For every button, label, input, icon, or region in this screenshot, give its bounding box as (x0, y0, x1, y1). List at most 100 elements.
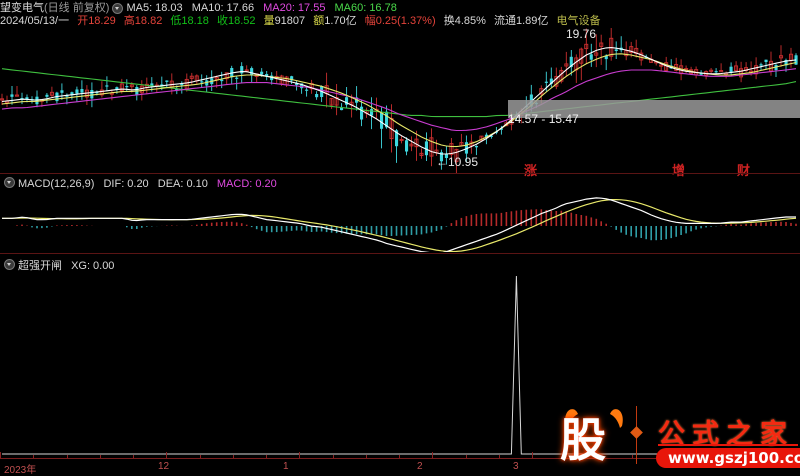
close-label: 收 (216, 15, 228, 27)
axis-tick (466, 455, 467, 458)
axis-tick (632, 455, 633, 458)
low-price-label: ←10.95 (436, 155, 479, 169)
xg-chart-panel[interactable] (0, 272, 800, 458)
period-label: (日线 前复权) (44, 2, 110, 14)
macd-macd-value: 0.20 (255, 178, 277, 190)
axis-tick (432, 452, 433, 458)
ma5-value: 18.03 (155, 2, 183, 14)
stock-name[interactable]: 望变电气 (0, 2, 44, 14)
watermark-underline (658, 444, 798, 446)
ma10-label: MA10: (191, 2, 224, 14)
open-value: 18.29 (88, 15, 116, 27)
amount-label: 额 (313, 15, 325, 27)
xg-value: 0.00 (93, 260, 115, 272)
axis-tick (565, 455, 566, 458)
axis-tick (266, 455, 267, 458)
ma60-label: MA60: (334, 2, 367, 14)
macd-dif-label: DIF: (103, 178, 125, 190)
ma20-line (1, 68, 797, 132)
turnover-label: 换 (443, 15, 455, 27)
axis-tick (100, 455, 101, 458)
float-label: 流通 (493, 15, 516, 27)
watermark-logo: 股 公式之家 www.gszj100.com (540, 400, 800, 470)
ma5-line (1, 47, 797, 155)
float-value: 1.89亿 (515, 15, 549, 27)
watermark-bull-char: 股 (560, 413, 606, 467)
price-chart-svg (0, 28, 798, 173)
axis-tick (366, 455, 367, 458)
volume-label: 量 (263, 15, 275, 27)
marker-zhang: 涨 (524, 163, 538, 178)
turnover-value: 4.85% (454, 15, 486, 27)
high-label: 高 (123, 15, 135, 27)
bull-horns-icon (565, 409, 623, 428)
axis-tick (299, 452, 300, 458)
ma5-label: MA5: (126, 2, 153, 14)
axis-tick (599, 455, 600, 458)
price-chart-panel[interactable]: 19.76 ←10.95 14.57 - 15.47 (0, 28, 800, 173)
ma10-line (1, 53, 797, 148)
low-value: 18.18 (181, 15, 209, 27)
dea-line (2, 199, 797, 252)
axis-tick (67, 455, 68, 458)
circle-dropdown-icon[interactable] (112, 3, 124, 14)
axis-label-2: 1 (283, 461, 289, 472)
axis-tick (166, 452, 167, 458)
xg-label: XG: (71, 260, 91, 272)
axis-label-1: 12 (158, 461, 170, 472)
low-label: 低 (170, 15, 182, 27)
xg-title: 超强开闸 (18, 260, 62, 272)
circle-dropdown-icon[interactable] (4, 259, 15, 270)
axis-tick (333, 455, 334, 458)
marker-cai: 财 (737, 163, 751, 178)
watermark-url: www.gszj100.com (656, 448, 800, 468)
axis-tick (233, 455, 234, 458)
volume-value: 91807 (274, 15, 306, 27)
range-value: 0.25(1.37%) (375, 15, 436, 27)
divider-xg-top (0, 253, 800, 254)
axis-tick (133, 455, 134, 458)
macd-chart-svg (2, 197, 797, 252)
header-line-2: 2024/05/13/一 开18.29 高18.82 低18.18 收18.52… (0, 15, 600, 28)
macd-histogram (16, 209, 797, 241)
axis-tick (0, 452, 1, 458)
price-range-band (508, 100, 800, 118)
close-value: 18.52 (227, 15, 256, 27)
marker-zeng: 增 (672, 163, 686, 178)
macd-header: MACD(12,26,9) DIF: 0.20 DEA: 0.10 MACD: 0.2… (4, 176, 277, 191)
dif-line (2, 197, 796, 252)
sector-label: 电气设备 (556, 15, 601, 27)
macd-dif-value: 0.20 (127, 178, 149, 190)
candlestick-series (0, 28, 798, 173)
axis-tick (33, 455, 34, 458)
open-label: 开 (77, 15, 89, 27)
axis-tick (399, 455, 400, 458)
axis-label-4: 3 (513, 461, 519, 472)
macd-title: MACD(12,26,9) (18, 178, 95, 190)
ma20-label: MA20: (263, 2, 295, 14)
macd-macd-label: MACD: (216, 178, 253, 190)
axis-tick (200, 455, 201, 458)
macd-dea-value: 0.10 (186, 178, 208, 190)
ma10-value: 17.66 (226, 2, 255, 14)
xg-header: 超强开闸 XG: 0.00 (4, 258, 114, 273)
ma20-value: 17.55 (297, 2, 326, 14)
circle-dropdown-icon[interactable] (4, 177, 15, 188)
axis-label-0: 2023年 (4, 465, 37, 476)
header-line-1: 望变电气(日线 前复权) MA5: 18.03 MA10: 17.66 MA20: 1… (0, 2, 397, 15)
quote-date: 2024/05/13/一 (0, 15, 70, 27)
amount-value: 1.70亿 (324, 15, 357, 27)
macd-dea-label: DEA: (157, 178, 184, 190)
range-band-label: 14.57 - 15.47 (508, 112, 579, 126)
axis-tick (532, 452, 533, 458)
high-price-label: 19.76 (566, 28, 597, 41)
axis-label-3: 2 (417, 461, 423, 472)
high-value: 18.82 (134, 15, 163, 27)
axis-tick (499, 455, 500, 458)
macd-chart-panel[interactable] (0, 190, 800, 252)
x-axis-line (0, 458, 800, 459)
range-label: 幅 (364, 15, 376, 27)
ma60-value: 16.78 (369, 2, 397, 14)
divider-macd-top (0, 173, 800, 174)
